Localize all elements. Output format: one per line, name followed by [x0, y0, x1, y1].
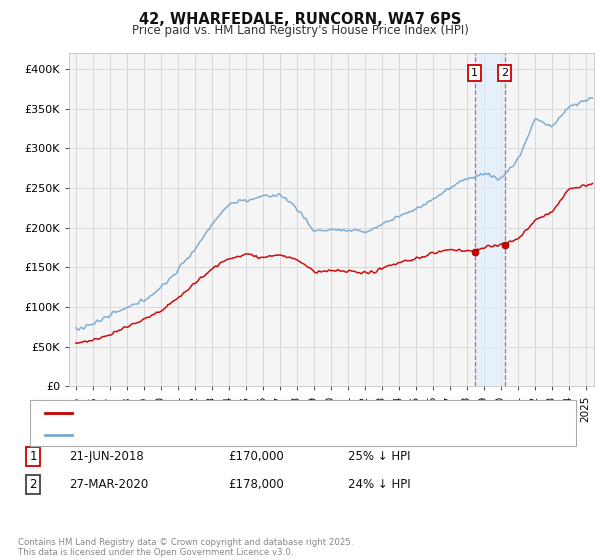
Text: 2: 2 [501, 68, 508, 78]
Text: HPI: Average price, detached house, Halton: HPI: Average price, detached house, Halt… [78, 430, 321, 440]
Bar [475, 53, 505, 386]
Text: £170,000: £170,000 [228, 450, 284, 463]
Text: 24% ↓ HPI: 24% ↓ HPI [348, 478, 410, 491]
Text: 27-MAR-2020: 27-MAR-2020 [69, 478, 148, 491]
Text: £178,000: £178,000 [228, 478, 284, 491]
Text: 1: 1 [29, 450, 37, 463]
Text: 42, WHARFEDALE, RUNCORN, WA7 6PS (detached house): 42, WHARFEDALE, RUNCORN, WA7 6PS (detach… [78, 408, 399, 418]
Text: Price paid vs. HM Land Registry's House Price Index (HPI): Price paid vs. HM Land Registry's House … [131, 24, 469, 36]
Text: 1: 1 [471, 68, 478, 78]
Text: Contains HM Land Registry data © Crown copyright and database right 2025.
This d: Contains HM Land Registry data © Crown c… [18, 538, 353, 557]
Text: 21-JUN-2018: 21-JUN-2018 [69, 450, 144, 463]
Text: 2: 2 [29, 478, 37, 491]
Text: 42, WHARFEDALE, RUNCORN, WA7 6PS: 42, WHARFEDALE, RUNCORN, WA7 6PS [139, 12, 461, 27]
Text: 25% ↓ HPI: 25% ↓ HPI [348, 450, 410, 463]
